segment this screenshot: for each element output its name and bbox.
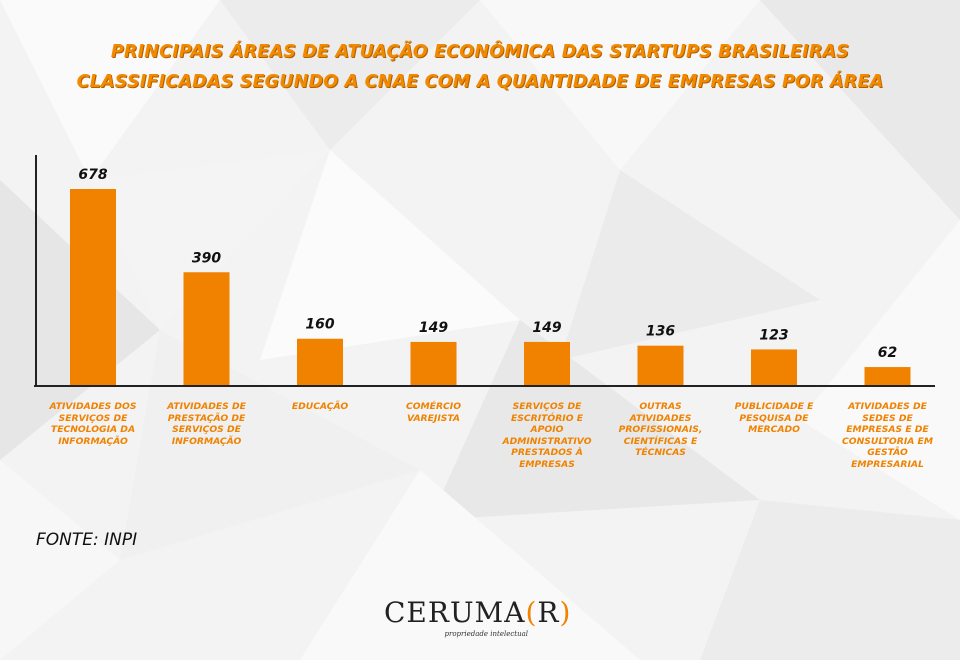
value-label-4: 149 bbox=[419, 320, 448, 336]
source-note: FONTE: INPI bbox=[36, 530, 138, 550]
category-label-1: ATIVIDADES DOS SERVIÇOS DE TECNOLOGIA DA… bbox=[49, 401, 137, 447]
logo-text: CERUMA bbox=[384, 596, 526, 629]
logo-letter: R bbox=[537, 596, 560, 629]
bar-1 bbox=[70, 189, 116, 385]
category-label-3: EDUCAÇÃO bbox=[291, 401, 349, 412]
chart-title-line-1: PRINCIPAIS ÁREAS DE ATUAÇÃO ECONÔMICA DA… bbox=[110, 42, 850, 62]
value-label-6: 136 bbox=[646, 324, 675, 340]
bar-7 bbox=[751, 349, 797, 385]
value-label-8: 62 bbox=[878, 345, 897, 361]
category-label-8: ATIVIDADES DE SEDES DE EMPRESAS E DE CON… bbox=[842, 401, 933, 470]
category-label-5: SERVIÇOS DE ESCRITÓRIO E APOIO ADMINISTR… bbox=[502, 401, 592, 470]
logo-paren-open: ( bbox=[525, 596, 538, 629]
bar-3 bbox=[297, 338, 343, 385]
value-label-5: 149 bbox=[532, 320, 561, 336]
logo-tagline: propriedade intelectual bbox=[444, 630, 529, 638]
chart-title-line-2: CLASSIFICADAS SEGUNDO A CNAE COM A QUANT… bbox=[76, 72, 884, 92]
category-label-4: COMÉRCIO VAREJISTA bbox=[405, 401, 462, 424]
value-label-1: 678 bbox=[78, 167, 107, 183]
bar-6 bbox=[637, 345, 684, 385]
bar-5 bbox=[524, 341, 570, 385]
bar-8 bbox=[864, 367, 911, 385]
bar-4 bbox=[410, 341, 457, 385]
value-label-3: 160 bbox=[305, 317, 334, 333]
value-label-2: 390 bbox=[192, 250, 221, 266]
bar-2 bbox=[183, 272, 230, 385]
category-label-6: OUTRAS ATIVIDADES PROFISSIONAIS, CIENTÍF… bbox=[618, 401, 703, 458]
logo-paren-close: ) bbox=[559, 596, 572, 629]
ceruma-logo: CERUMA(R) propriedade intelectual bbox=[384, 596, 570, 639]
category-label-7: PUBLICIDADE E PESQUISA DE MERCADO bbox=[734, 401, 814, 435]
value-label-7: 123 bbox=[759, 327, 788, 343]
category-label-2: ATIVIDADES DE PRESTAÇÃO DE SERVIÇOS DE I… bbox=[167, 401, 246, 447]
